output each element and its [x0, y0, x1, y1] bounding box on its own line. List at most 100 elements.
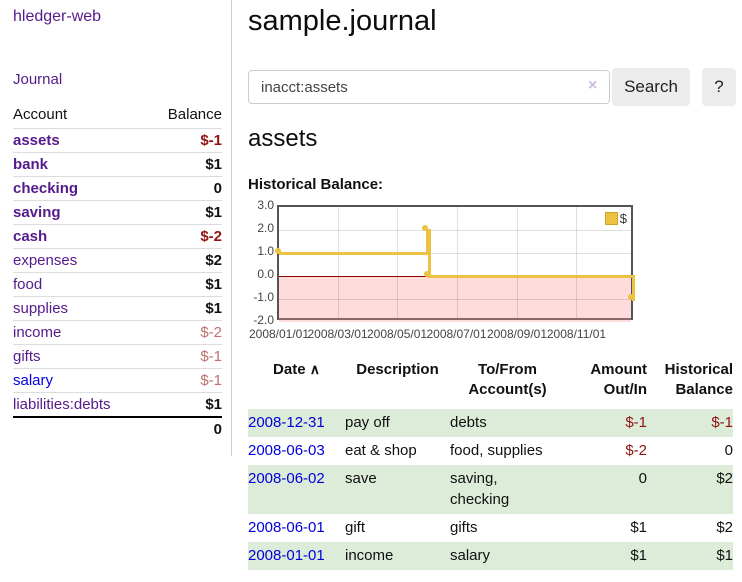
legend-label: $ — [619, 211, 627, 226]
transaction-amount: $-1 — [625, 413, 647, 431]
transaction-accounts: salary — [450, 546, 491, 564]
transaction-accounts: saving, checking — [450, 469, 510, 508]
transaction-date-link[interactable]: 2008-12-31 — [248, 413, 325, 431]
account-row: expenses $2 — [13, 248, 222, 273]
col-header-accounts: To/From Account(s) — [468, 361, 547, 399]
accounts-table: Account Balance assets $-1 bank $1 checking 0… — [13, 102, 222, 441]
transaction-row: 2008-01-01 income salary $1 $1 — [248, 541, 733, 570]
transaction-description: income — [345, 546, 394, 564]
transaction-accounts: debts — [450, 413, 487, 431]
account-row: income $-2 — [13, 320, 222, 345]
transaction-row: 2008-06-02 save saving, checking 0 $2 — [248, 464, 733, 514]
account-link[interactable]: cash — [13, 228, 48, 245]
account-balance: $-1 — [147, 368, 222, 393]
clear-search-icon[interactable]: × — [588, 77, 598, 94]
transaction-description: eat & shop — [345, 441, 417, 459]
transactions-table: Date ∧ Description To/From Account(s) Am… — [248, 358, 733, 570]
account-balance: 0 — [147, 176, 222, 201]
account-link[interactable]: expenses — [13, 252, 78, 269]
account-row: supplies $1 — [13, 296, 222, 321]
data-point-marker — [627, 293, 634, 300]
account-balance: $1 — [147, 272, 222, 297]
y-axis-tick: -2.0 — [253, 313, 274, 327]
col-header-amount: Amount Out/In — [590, 361, 647, 399]
account-link[interactable]: salary — [13, 372, 54, 389]
transaction-accounts: gifts — [450, 518, 478, 536]
account-row: salary $-1 — [13, 368, 222, 393]
x-axis-tick: 2008/01/01 — [248, 327, 310, 341]
transaction-description: pay off — [345, 413, 390, 431]
account-heading: assets — [248, 125, 318, 152]
accounts-header-account: Account — [13, 106, 68, 123]
col-header-date[interactable]: Date ∧ — [273, 361, 320, 378]
accounts-header-row: Account Balance — [13, 102, 222, 129]
transaction-amount: $1 — [630, 518, 647, 536]
x-axis-tick: 2008/03/01 — [307, 327, 368, 341]
transaction-date-link[interactable]: 2008-06-03 — [248, 441, 325, 459]
negative-region — [279, 276, 631, 322]
account-balance: $1 — [147, 392, 222, 417]
chart-plot-area: $ — [275, 205, 635, 322]
y-axis-tick: 1.0 — [257, 244, 274, 258]
transaction-amount: $1 — [630, 546, 647, 564]
account-link[interactable]: liabilities:debts — [13, 396, 111, 413]
account-row: cash $-2 — [13, 224, 222, 249]
accounts-header-balance: Balance — [167, 106, 222, 123]
transaction-amount: 0 — [638, 469, 647, 487]
search-button[interactable]: Search — [612, 68, 690, 106]
transaction-balance: $1 — [716, 546, 733, 564]
y-axis-tick: 0.0 — [257, 267, 274, 281]
sidebar: hledger-web Journal Account Balance asse… — [0, 0, 232, 456]
account-balance: $1 — [147, 200, 222, 225]
transaction-row: 2008-06-01 gift gifts $1 $2 — [248, 514, 733, 542]
app-brand-link[interactable]: hledger-web — [13, 8, 102, 25]
col-header-balance: Historical Balance — [664, 361, 733, 399]
transaction-row: 2008-12-31 pay off debts $-1 $-1 — [248, 408, 733, 437]
x-axis-tick: 2008/05/01 — [366, 327, 428, 341]
account-link[interactable]: checking — [13, 180, 79, 197]
account-row: food $1 — [13, 272, 222, 297]
transaction-description: save — [345, 469, 377, 487]
account-row: gifts $-1 — [13, 344, 222, 369]
transaction-balance: 0 — [724, 441, 733, 459]
help-button[interactable]: ? — [702, 68, 736, 106]
account-balance: $1 — [147, 152, 222, 177]
search-bar: × Search ? — [248, 68, 742, 106]
account-link[interactable]: assets — [13, 132, 60, 149]
account-row: bank $1 — [13, 152, 222, 177]
account-link[interactable]: food — [13, 276, 43, 293]
accounts-total-row: 0 — [13, 416, 222, 441]
page-title: sample.journal — [248, 5, 437, 37]
account-row: checking 0 — [13, 176, 222, 201]
transaction-date-link[interactable]: 2008-06-01 — [248, 518, 325, 536]
transaction-accounts: food, supplies — [450, 441, 543, 459]
account-link[interactable]: gifts — [13, 348, 41, 365]
x-axis-tick: 2008/09/01 — [486, 327, 547, 341]
transaction-row: 2008-06-03 eat & shop food, supplies $-2 0 — [248, 437, 733, 465]
account-link[interactable]: saving — [13, 204, 61, 221]
transaction-balance: $2 — [716, 469, 733, 487]
nav-journal-link[interactable]: Journal — [13, 71, 63, 88]
data-point-marker — [421, 224, 428, 231]
y-axis-tick: 2.0 — [257, 221, 274, 235]
transaction-amount: $-2 — [625, 441, 647, 459]
account-balance: $-2 — [147, 224, 222, 249]
account-balance: $-2 — [147, 320, 222, 345]
account-balance: $-1 — [147, 128, 222, 153]
account-row: liabilities:debts $1 — [13, 392, 222, 417]
account-link[interactable]: supplies — [13, 300, 69, 317]
data-point-marker — [275, 247, 281, 254]
transaction-date-link[interactable]: 2008-01-01 — [248, 546, 325, 564]
accounts-total-value: 0 — [147, 416, 222, 441]
transactions-header-row: Date ∧ Description To/From Account(s) Am… — [248, 358, 733, 409]
account-link[interactable]: income — [13, 324, 62, 341]
x-axis-tick: 2008/07/01 — [426, 327, 487, 341]
account-balance: $1 — [147, 296, 222, 321]
chart-legend: $ — [604, 211, 627, 226]
historical-balance-chart: $ 3.0 2.0 1.0 0.0 -1.0 -2.0 2008/01/01 2008/03/… — [248, 198, 742, 345]
account-balance: $2 — [147, 248, 222, 273]
account-balance: $-1 — [147, 344, 222, 369]
transaction-date-link[interactable]: 2008-06-02 — [248, 469, 325, 487]
account-link[interactable]: bank — [13, 156, 49, 173]
search-input[interactable] — [248, 70, 610, 104]
